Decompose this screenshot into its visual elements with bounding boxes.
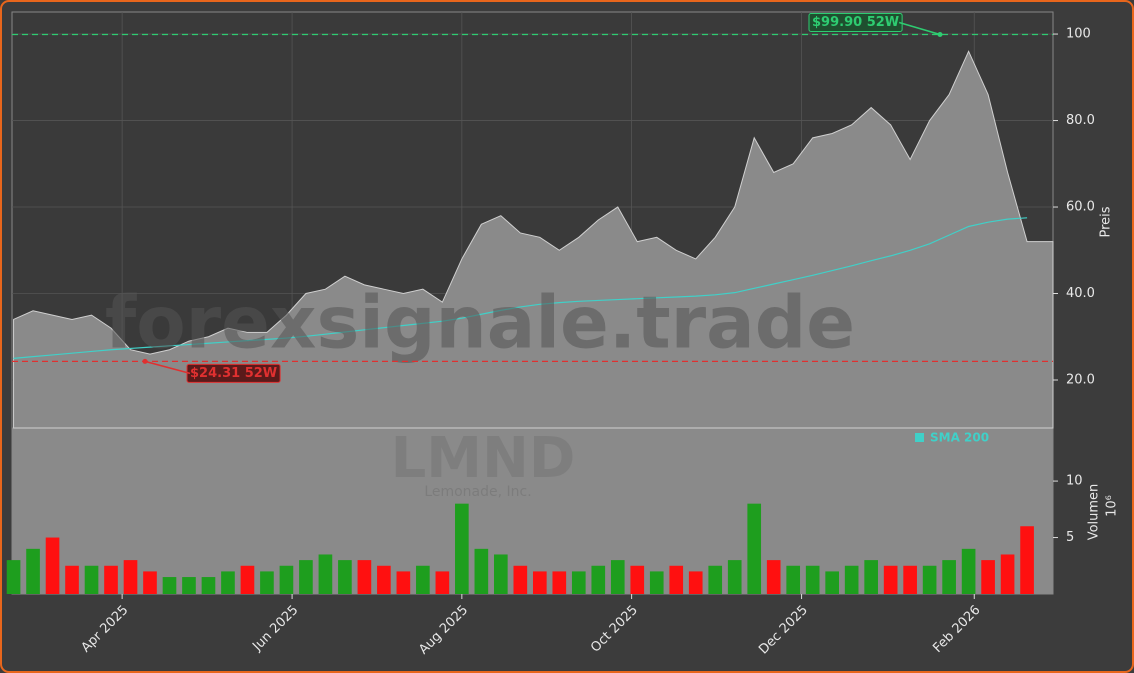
volume-bar xyxy=(805,565,820,594)
volume-bar xyxy=(669,565,684,594)
volume-bar xyxy=(299,560,313,594)
volume-bar xyxy=(747,503,762,594)
y-tick-label: 20.0 xyxy=(1066,373,1095,388)
y-tick-label: 100 xyxy=(1066,27,1091,42)
volume-bar xyxy=(201,577,216,594)
volume-offset: 10⁶ xyxy=(1105,495,1120,517)
ticker-watermark: LMND xyxy=(391,426,576,491)
company-watermark: Lemonade, Inc. xyxy=(424,484,531,500)
volume-bar xyxy=(357,560,372,594)
annotation-arrow xyxy=(898,21,941,36)
volume-bar xyxy=(162,577,177,594)
y-tick-label: 80.0 xyxy=(1066,113,1095,128)
volume-bar xyxy=(416,565,430,594)
volume-bar xyxy=(260,571,274,594)
volume-bar xyxy=(532,571,547,594)
annotation-arrow-head xyxy=(142,358,148,364)
sma-line xyxy=(13,217,1028,359)
volume-bar xyxy=(26,548,40,594)
volume-bar xyxy=(474,548,489,594)
volume-bar xyxy=(6,560,21,594)
volume-bar xyxy=(1020,526,1034,594)
volume-bar xyxy=(240,565,255,594)
volume-bar xyxy=(708,565,723,594)
annotation-box xyxy=(186,363,281,383)
volume-bar xyxy=(688,571,703,594)
volume-bar xyxy=(883,565,898,594)
volume-bar xyxy=(961,548,976,594)
annotation-arrow-head xyxy=(937,31,943,37)
annotation-arrow xyxy=(144,360,191,375)
volume-bar xyxy=(571,571,586,594)
volume-bar xyxy=(45,537,60,594)
volume-bar xyxy=(396,571,411,594)
volume-bar xyxy=(279,565,294,594)
volume-bar xyxy=(377,565,391,594)
y-tick-label: 40.0 xyxy=(1066,286,1095,301)
volume-bar xyxy=(922,565,937,594)
volume-bar xyxy=(786,565,801,594)
volume-bar xyxy=(981,560,995,594)
volume-bar xyxy=(435,571,450,594)
volume-bar xyxy=(65,565,79,594)
volume-bar xyxy=(903,565,917,594)
annotation-box xyxy=(808,12,903,32)
volume-bar xyxy=(221,571,235,594)
volume-bar xyxy=(1000,554,1015,594)
volume-bar xyxy=(844,565,859,594)
legend-swatch xyxy=(915,433,924,442)
volume-bar xyxy=(825,571,839,594)
volume-bar xyxy=(552,571,567,594)
volume-axis-label: Volumen xyxy=(1087,484,1102,541)
volume-bar xyxy=(610,560,625,594)
volume-bar xyxy=(123,560,138,594)
volume-bar xyxy=(318,554,333,594)
legend-label: SMA 200 xyxy=(930,431,989,445)
volume-bar xyxy=(104,565,118,594)
y-axis-label: Preis xyxy=(1099,206,1114,237)
volume-bar xyxy=(455,503,469,594)
volume-bar xyxy=(338,560,352,594)
y-tick-label: 60.0 xyxy=(1066,200,1095,215)
volume-bar xyxy=(630,565,645,594)
volume-bar xyxy=(864,560,878,594)
annotation-label: $99.90 52W xyxy=(812,15,899,30)
y-tick-label: 10 xyxy=(1066,474,1083,489)
volume-bar xyxy=(143,571,157,594)
volume-bar xyxy=(591,565,606,594)
volume-bar xyxy=(84,565,99,594)
annotation-label: $24.31 52W xyxy=(190,366,277,381)
volume-bar xyxy=(513,565,528,594)
volume-bar xyxy=(727,560,742,594)
y-tick-label: 5 xyxy=(1066,530,1074,545)
volume-bar xyxy=(182,577,196,594)
volume-bar xyxy=(494,554,508,594)
price-area xyxy=(13,50,1054,429)
watermark: forexsignale.trade xyxy=(105,281,855,365)
volume-bar xyxy=(766,560,781,594)
volume-bar xyxy=(942,560,956,594)
volume-bar xyxy=(649,571,664,594)
